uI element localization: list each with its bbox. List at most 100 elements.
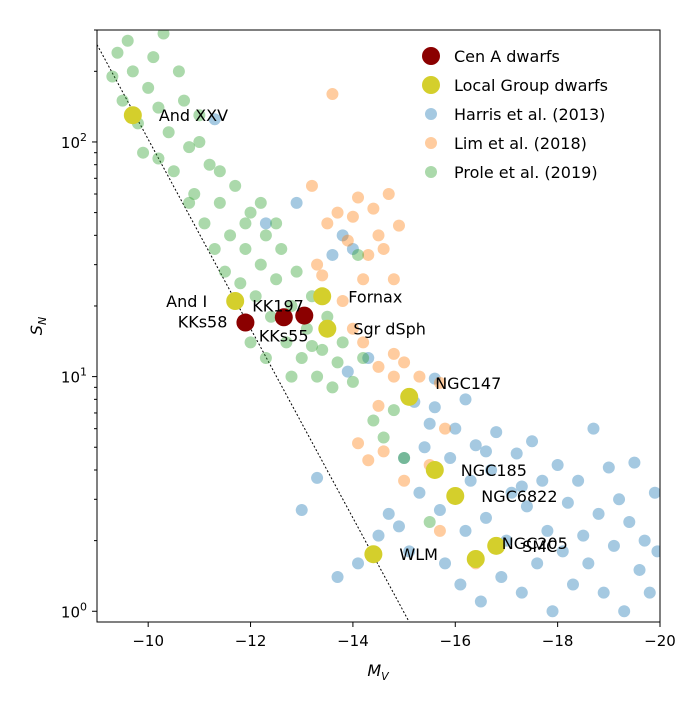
data-point [152, 152, 165, 165]
labeled-point [226, 292, 245, 311]
data-point [285, 370, 298, 383]
data-point [326, 248, 339, 261]
point-label: And XXV [159, 106, 228, 125]
point-label: NGC6822 [481, 487, 557, 506]
data-point [357, 273, 370, 286]
legend-marker [422, 47, 440, 65]
data-point [433, 504, 446, 517]
data-point [362, 352, 375, 365]
data-point [178, 94, 191, 107]
x-tick-label: −16 [439, 632, 471, 650]
data-point [305, 179, 318, 192]
x-axis-ticks: −10 −12 −14 −16 −18 −20 [132, 622, 676, 650]
data-point [111, 46, 124, 59]
data-point [224, 229, 237, 242]
data-point [321, 217, 334, 230]
data-point [311, 471, 324, 484]
data-point [490, 426, 503, 439]
data-point [208, 113, 221, 126]
point-labels: KKs58 KKs55 KK197 And XXV And I Fornax Sgr dSp… [159, 106, 568, 564]
data-point [643, 586, 656, 599]
data-point [290, 265, 303, 278]
data-point [311, 258, 324, 271]
data-point [495, 570, 508, 583]
data-point [193, 109, 206, 122]
reference-line [97, 44, 410, 622]
data-point [172, 65, 185, 78]
data-point [464, 474, 477, 487]
labeled-point [364, 545, 383, 564]
legend-marker [425, 166, 437, 178]
labeled-point [318, 319, 337, 338]
data-point [346, 210, 359, 223]
legend-marker [425, 108, 437, 120]
data-point [623, 516, 636, 529]
data-point [295, 352, 308, 365]
labeled-point [425, 460, 444, 479]
data-point [469, 439, 482, 452]
data-point [449, 422, 462, 435]
point-label: Sgr dSph [353, 320, 426, 339]
x-tick-label: −18 [542, 632, 574, 650]
y-axis-ticks: 100 101 102 [61, 29, 97, 621]
data-point [352, 191, 365, 204]
harris-series [208, 113, 660, 618]
data-point [213, 165, 226, 178]
data-point [254, 258, 267, 271]
x-tick-label: −10 [132, 632, 164, 650]
data-point [638, 534, 651, 547]
data-point [372, 360, 385, 373]
data-point [582, 557, 595, 570]
data-point [346, 322, 359, 335]
data-point [316, 343, 329, 356]
data-point [479, 445, 492, 458]
data-point [428, 372, 441, 385]
data-point [505, 486, 518, 499]
data-point [300, 322, 313, 335]
data-point [572, 474, 585, 487]
data-point [377, 431, 390, 444]
legend-marker [422, 76, 440, 94]
data-point [398, 451, 411, 464]
data-point [602, 461, 615, 474]
data-point [316, 269, 329, 282]
data-point [270, 273, 283, 286]
data-point [239, 217, 252, 230]
data-point [270, 217, 283, 230]
data-point [331, 570, 344, 583]
data-point [444, 451, 457, 464]
data-point [454, 578, 467, 591]
lim-series [305, 88, 482, 570]
point-label: NGC147 [435, 374, 501, 393]
data-point [566, 578, 579, 591]
labeled-point [446, 486, 465, 505]
labeled-point [400, 387, 419, 406]
point-label: Fornax [348, 287, 402, 306]
data-point [346, 375, 359, 388]
data-point [167, 165, 180, 178]
data-point [326, 381, 339, 394]
data-point [556, 545, 569, 558]
data-point [290, 196, 303, 209]
data-point [357, 336, 370, 349]
data-point [357, 352, 370, 365]
y-axis-label: SN [27, 317, 49, 335]
data-point [651, 545, 660, 558]
local-group-series [123, 106, 506, 569]
point-label: KK197 [252, 297, 304, 316]
data-point [392, 520, 405, 533]
data-point [520, 500, 533, 513]
labeled-point [487, 536, 506, 555]
data-point [546, 605, 559, 618]
data-point [382, 507, 395, 520]
data-point [597, 586, 610, 599]
data-point [607, 539, 620, 552]
data-point [285, 299, 298, 312]
data-point [485, 463, 498, 476]
data-point [561, 496, 574, 509]
data-point [377, 445, 390, 458]
data-point [183, 196, 196, 209]
data-point [531, 557, 544, 570]
data-point [352, 437, 365, 450]
data-point [152, 101, 165, 114]
